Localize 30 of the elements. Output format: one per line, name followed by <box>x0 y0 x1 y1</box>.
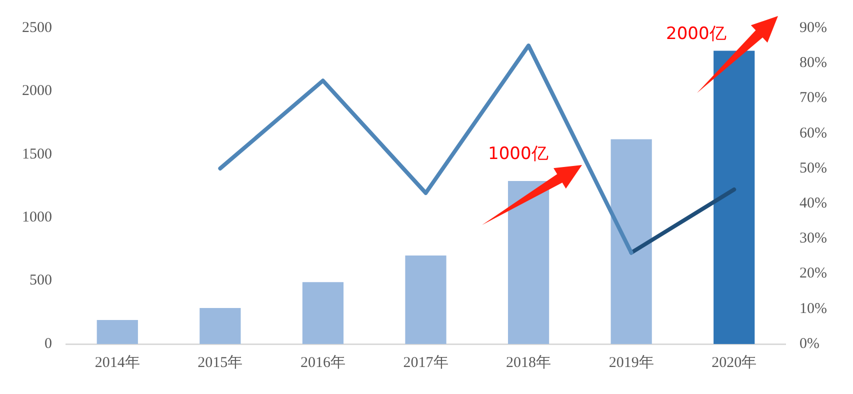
x-tick-label: 2019年 <box>608 354 654 371</box>
bar <box>200 308 241 344</box>
y-tick-label: 2500 <box>22 20 52 36</box>
y2-tick-label: 10% <box>800 300 828 317</box>
y2-tick-label: 0% <box>800 336 820 352</box>
y2-tick-label: 40% <box>800 195 828 212</box>
x-tick-label: 2016年 <box>300 354 346 371</box>
bar <box>405 256 446 344</box>
y-tick-label: 0 <box>44 336 52 352</box>
y2-tick-label: 70% <box>800 90 828 106</box>
x-tick-label: 2020年 <box>712 354 757 371</box>
y-tick-label: 1000 <box>22 210 52 226</box>
x-tick-label: 2018年 <box>506 354 552 371</box>
bar <box>302 282 344 344</box>
y-tick-label: 1500 <box>22 146 52 162</box>
bar <box>610 139 652 344</box>
y2-tick-label: 80% <box>800 55 828 72</box>
annotation: 1000亿 <box>488 143 548 165</box>
y2-tick-label: 90% <box>800 20 828 36</box>
y-tick-label: 2000 <box>22 83 52 100</box>
bar <box>96 320 138 344</box>
x-tick-label: 2014年 <box>94 354 140 371</box>
y-tick-label: 500 <box>30 272 52 289</box>
y2-tick-label: 50% <box>800 160 828 176</box>
y2-tick-label: 60% <box>800 125 828 142</box>
y2-tick-label: 20% <box>800 266 828 282</box>
annotation: 2000亿 <box>666 23 726 45</box>
x-tick-label: 2017年 <box>403 354 448 371</box>
y2-tick-label: 30% <box>800 230 828 247</box>
x-tick-label: 2015年 <box>198 354 243 371</box>
